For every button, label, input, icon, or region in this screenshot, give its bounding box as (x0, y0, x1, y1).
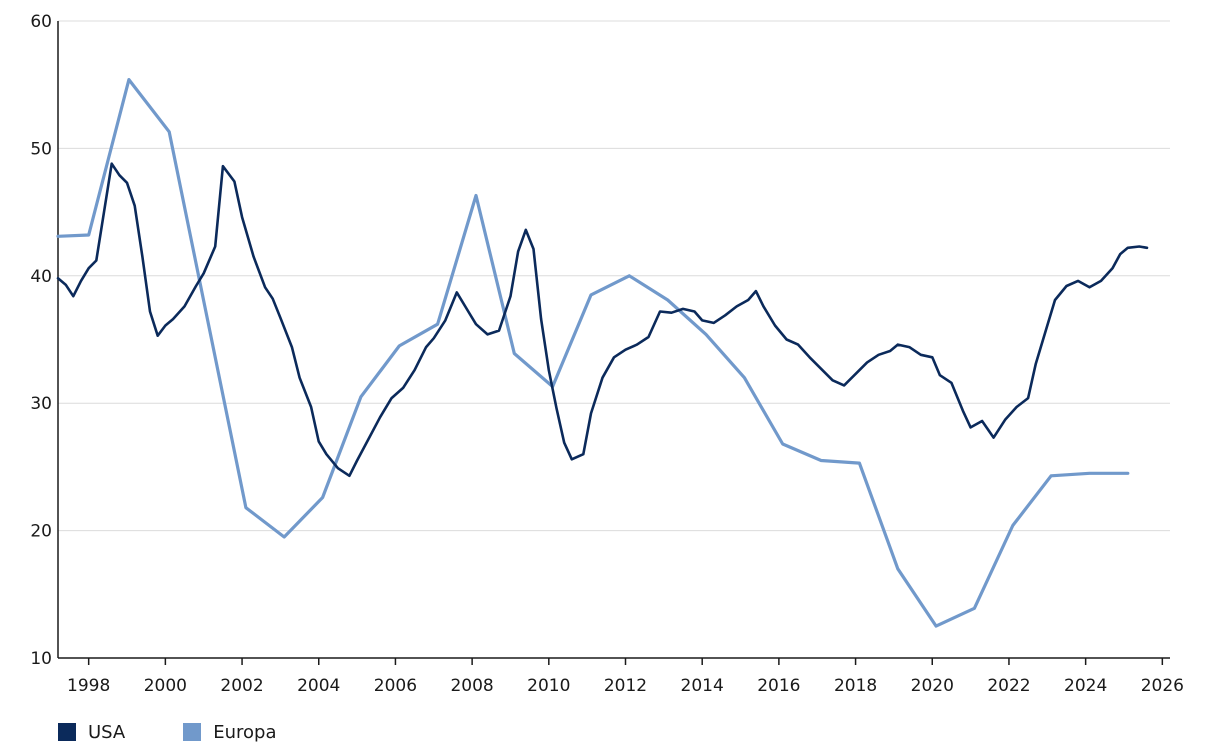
y-tick-label-30: 30 (30, 394, 52, 414)
x-tick-label-2002: 2002 (220, 676, 263, 696)
legend-swatch-usa (58, 723, 76, 741)
x-tick-label-1998: 1998 (67, 676, 110, 696)
legend-label-usa: USA (88, 721, 126, 743)
y-tick-label-10: 10 (30, 649, 52, 669)
y-tick-labels: 10 20 30 40 50 60 (30, 12, 52, 669)
x-tick-label-2004: 2004 (297, 676, 340, 696)
y-tick-label-50: 50 (30, 139, 52, 159)
legend-swatch-europa (183, 723, 202, 741)
series-line-usa (56, 162, 1149, 478)
x-tick-label-2024: 2024 (1064, 676, 1107, 696)
gridlines (58, 20, 1170, 532)
series-lines (56, 78, 1149, 628)
legend: USA Europa (58, 720, 335, 744)
legend-item-usa: USA (58, 722, 125, 743)
y-tick-label-40: 40 (30, 267, 52, 287)
x-tick-label-2026: 2026 (1141, 676, 1184, 696)
x-tick-label-2022: 2022 (987, 676, 1030, 696)
x-tick-label-2014: 2014 (681, 676, 724, 696)
x-tick-label-2008: 2008 (450, 676, 493, 696)
x-tick-label-2006: 2006 (374, 676, 417, 696)
y-tick-label-60: 60 (30, 12, 52, 32)
legend-label-europa: Europa (213, 721, 277, 743)
x-tick-label-2016: 2016 (757, 676, 800, 696)
x-tick-label-2020: 2020 (911, 676, 954, 696)
x-tick-label-2018: 2018 (834, 676, 877, 696)
series-line-europa (56, 78, 1130, 628)
x-tick-labels: 1998 2000 2002 2004 2006 2008 2010 2012 2014 2016… (67, 676, 1184, 696)
x-tick-label-2010: 2010 (527, 676, 570, 696)
x-tick-label-2012: 2012 (604, 676, 647, 696)
x-tick-label-2000: 2000 (144, 676, 187, 696)
legend-item-europa: Europa (183, 721, 277, 743)
axes (57, 21, 1170, 665)
y-tick-label-20: 20 (30, 522, 52, 542)
